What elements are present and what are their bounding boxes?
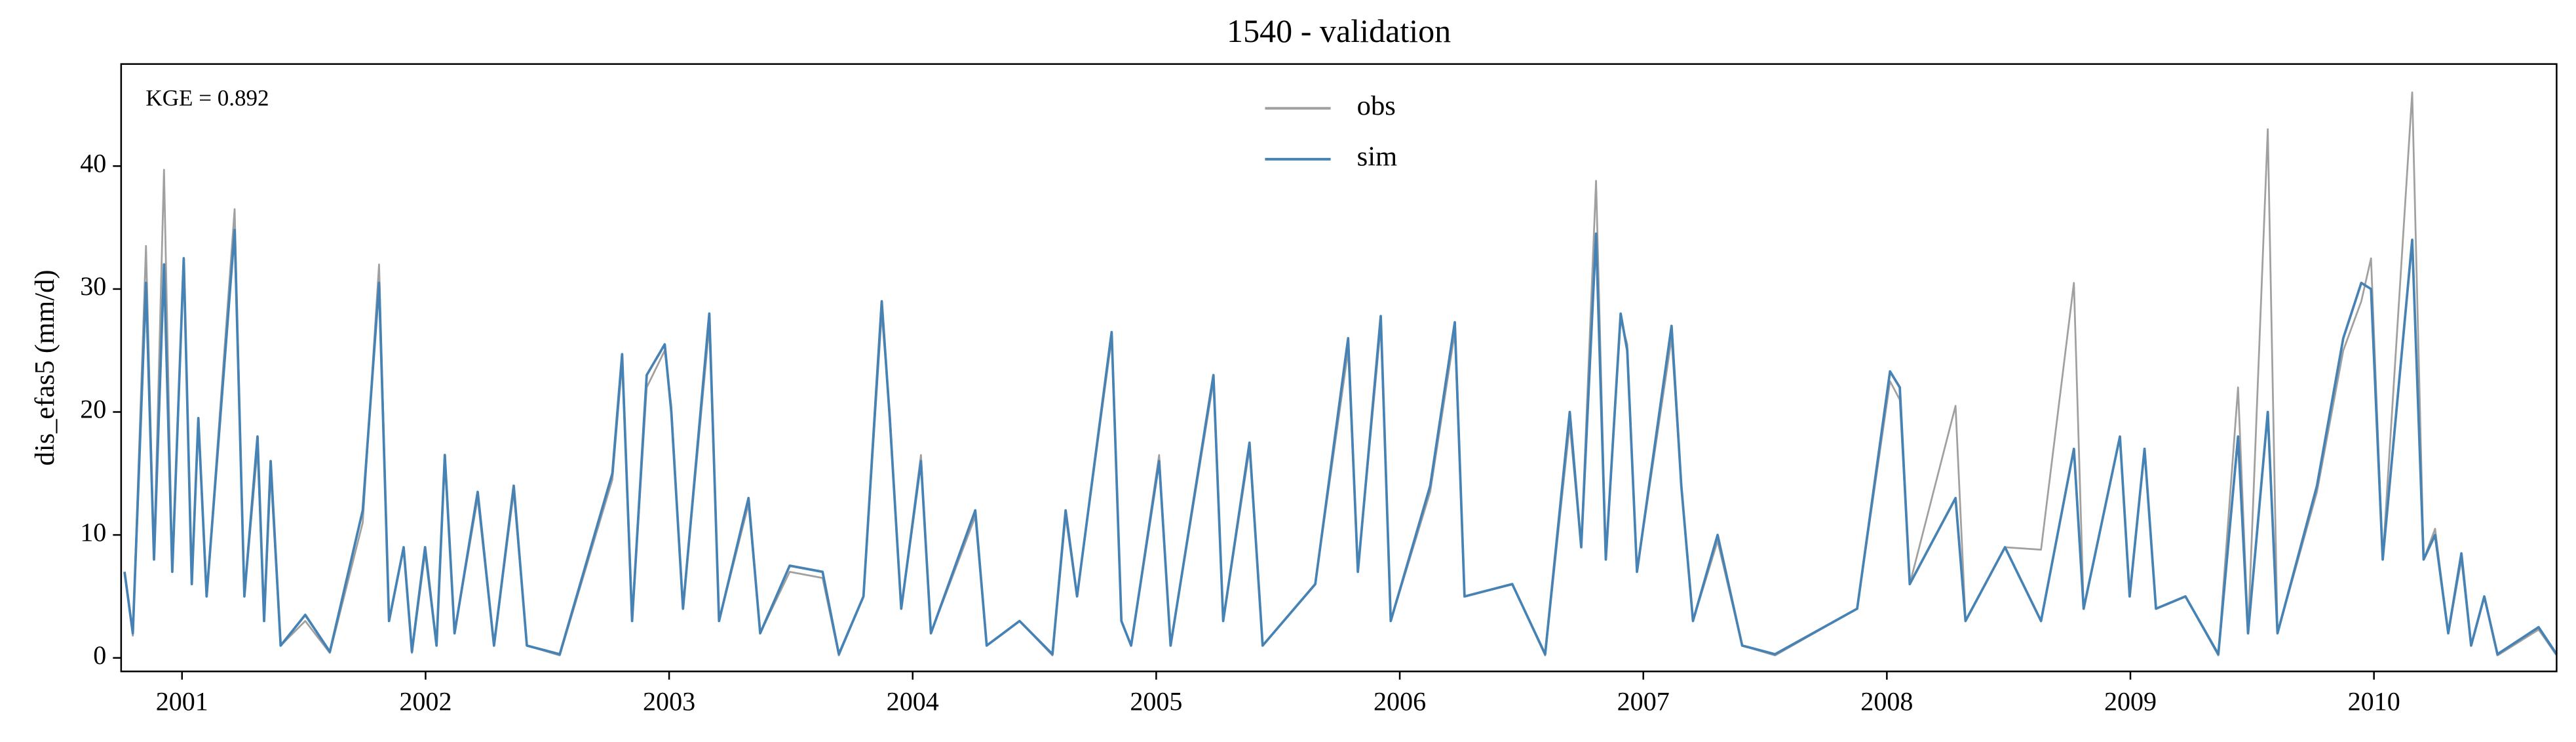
x-tick-label: 2003: [643, 687, 695, 716]
x-tick-label: 2002: [399, 687, 452, 716]
legend-label: obs: [1357, 90, 1396, 121]
axes-frame: [120, 63, 2558, 673]
series-line: [123, 91, 2558, 657]
y-tick-label: 20: [80, 395, 106, 424]
series-line: [123, 229, 2558, 655]
plot-area: [123, 91, 2558, 657]
x-tick-label: 2005: [1130, 687, 1182, 716]
x-tick-label: 2004: [887, 687, 939, 716]
y-tick-label: 0: [93, 640, 106, 670]
y-axis-label: dis_efas5 (mm/d): [29, 269, 60, 465]
annotation: KGE = 0.892: [145, 85, 269, 111]
x-tick-label: 2010: [2348, 687, 2400, 716]
x-tick-label: 2006: [1374, 687, 1426, 716]
chart-title: 1540 - validation: [1227, 12, 1451, 49]
x-tick-label: 2009: [2104, 687, 2157, 716]
y-tick-label: 40: [80, 149, 106, 178]
x-tick-label: 2007: [1617, 687, 1670, 716]
x-tick-label: 2008: [1860, 687, 1913, 716]
legend-label: sim: [1357, 142, 1397, 172]
x-tick-label: 2001: [156, 687, 208, 716]
y-tick-label: 10: [80, 517, 106, 547]
y-tick-label: 30: [80, 271, 106, 301]
